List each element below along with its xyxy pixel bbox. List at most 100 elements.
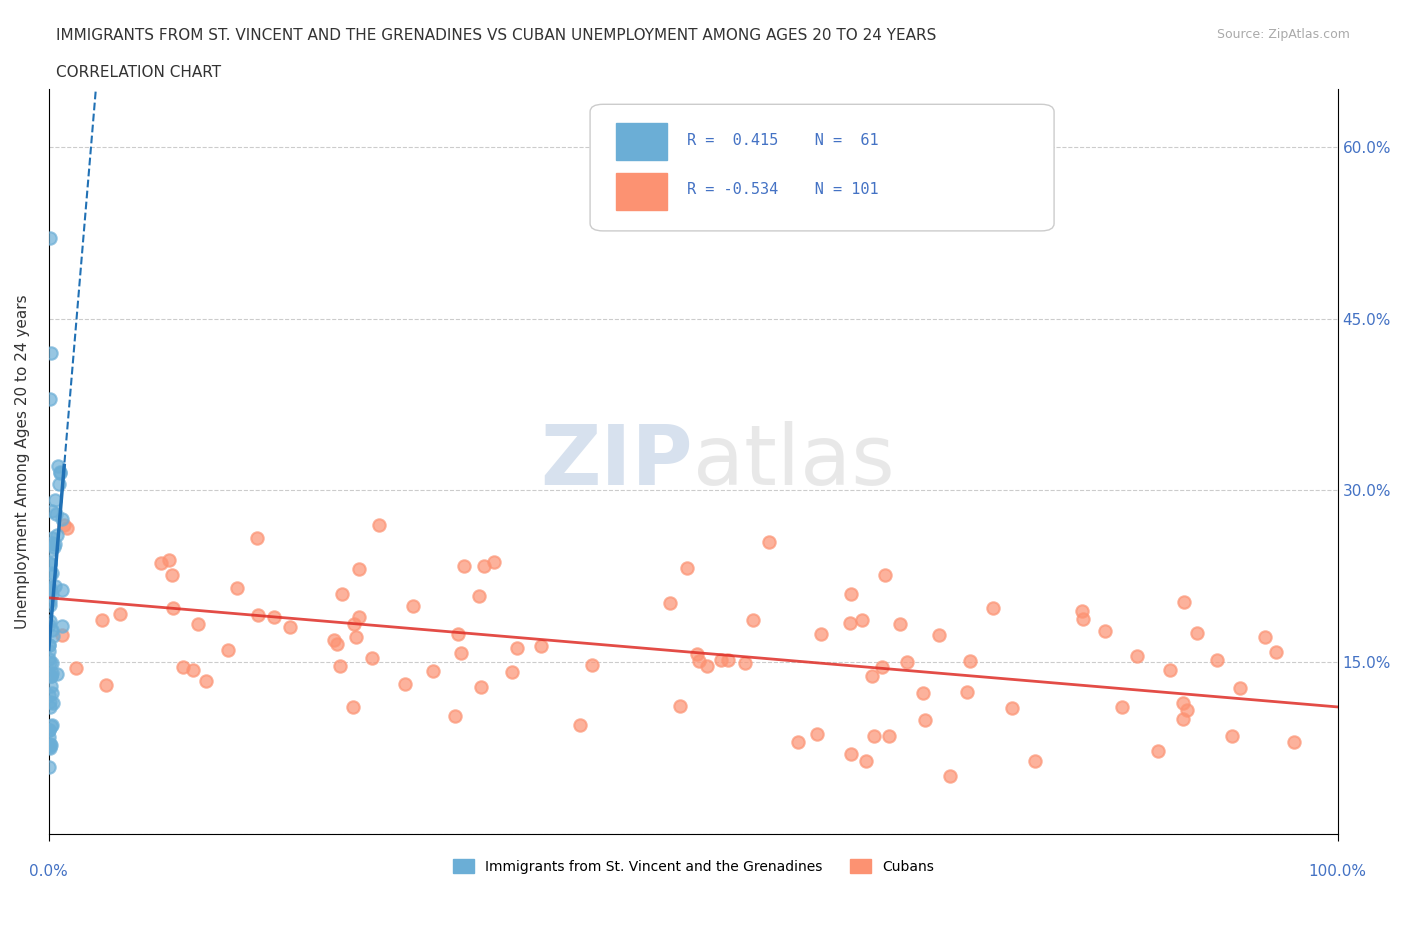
Point xyxy=(860,668,883,683)
Point xyxy=(482,554,505,569)
Legend: Immigrants from St. Vincent and the Grenadines, Cubans: Immigrants from St. Vincent and the Gren… xyxy=(447,854,939,880)
Point xyxy=(38,695,60,710)
Point xyxy=(839,586,862,601)
Point xyxy=(157,553,180,568)
Point xyxy=(42,539,65,554)
Point xyxy=(912,686,935,701)
Point xyxy=(1229,681,1251,696)
Point xyxy=(741,612,763,627)
Point xyxy=(981,600,1004,615)
Point xyxy=(38,638,60,653)
Point xyxy=(581,658,603,673)
Point xyxy=(394,677,416,692)
Point xyxy=(247,607,270,622)
Point xyxy=(39,737,62,751)
Point xyxy=(347,609,370,624)
Point xyxy=(41,718,63,733)
Point xyxy=(42,629,65,644)
FancyBboxPatch shape xyxy=(616,123,668,160)
Point xyxy=(422,663,444,678)
Point xyxy=(443,709,465,724)
Point xyxy=(38,587,60,602)
Point xyxy=(52,517,75,532)
Text: R =  0.415    N =  61: R = 0.415 N = 61 xyxy=(686,133,879,148)
Point xyxy=(90,613,112,628)
Point xyxy=(162,601,184,616)
Point xyxy=(41,536,63,551)
Text: Source: ZipAtlas.com: Source: ZipAtlas.com xyxy=(1216,28,1350,41)
Point xyxy=(38,597,60,612)
Point xyxy=(41,656,63,671)
Point xyxy=(187,617,209,631)
Point xyxy=(447,626,470,641)
Point xyxy=(39,392,62,406)
Point xyxy=(676,560,699,575)
Point xyxy=(568,717,591,732)
Point xyxy=(330,586,353,601)
Point xyxy=(38,644,60,658)
Point xyxy=(41,668,63,683)
Point xyxy=(323,632,346,647)
Point xyxy=(41,531,63,546)
Point xyxy=(41,623,63,638)
Point xyxy=(38,759,60,774)
Text: 100.0%: 100.0% xyxy=(1309,864,1367,879)
Point xyxy=(39,543,62,558)
Point xyxy=(1206,653,1229,668)
Point xyxy=(38,699,60,714)
Point xyxy=(49,466,72,481)
Point xyxy=(1175,702,1198,717)
Point xyxy=(278,619,301,634)
Point xyxy=(368,517,391,532)
Point xyxy=(41,685,63,700)
Text: ZIP: ZIP xyxy=(541,421,693,502)
Point xyxy=(472,559,495,574)
Point xyxy=(349,561,371,576)
Point xyxy=(468,589,491,604)
Point xyxy=(1024,754,1046,769)
FancyBboxPatch shape xyxy=(591,104,1054,231)
Point xyxy=(38,651,60,666)
Point xyxy=(342,699,364,714)
Point xyxy=(450,645,472,660)
Point xyxy=(889,617,911,631)
Point xyxy=(1159,662,1181,677)
Point xyxy=(1146,743,1168,758)
Point xyxy=(263,609,285,624)
Point xyxy=(48,464,70,479)
Point xyxy=(1265,644,1288,659)
Point xyxy=(470,679,492,694)
Point xyxy=(44,579,66,594)
Point xyxy=(41,586,63,601)
Point xyxy=(1126,649,1149,664)
Point xyxy=(1171,696,1194,711)
Point xyxy=(45,666,67,681)
Point xyxy=(38,593,60,608)
Point xyxy=(1111,700,1133,715)
Point xyxy=(108,607,131,622)
Point xyxy=(38,583,60,598)
Point xyxy=(44,537,66,551)
Point xyxy=(38,584,60,599)
Point xyxy=(1001,700,1024,715)
Point xyxy=(41,345,63,360)
Point xyxy=(855,753,877,768)
Point xyxy=(51,618,73,633)
Point xyxy=(873,567,896,582)
Point xyxy=(45,506,67,521)
Point xyxy=(39,557,62,572)
Point xyxy=(1071,611,1094,626)
Point xyxy=(877,728,900,743)
Point xyxy=(38,618,60,633)
Point xyxy=(1253,630,1275,644)
Point xyxy=(939,769,962,784)
Point xyxy=(1094,624,1116,639)
Point xyxy=(51,628,73,643)
Point xyxy=(246,530,269,545)
Point xyxy=(1173,594,1195,609)
Point xyxy=(42,696,65,711)
Point xyxy=(501,664,523,679)
Point xyxy=(39,719,62,734)
Point xyxy=(506,640,529,655)
Point xyxy=(217,643,239,658)
